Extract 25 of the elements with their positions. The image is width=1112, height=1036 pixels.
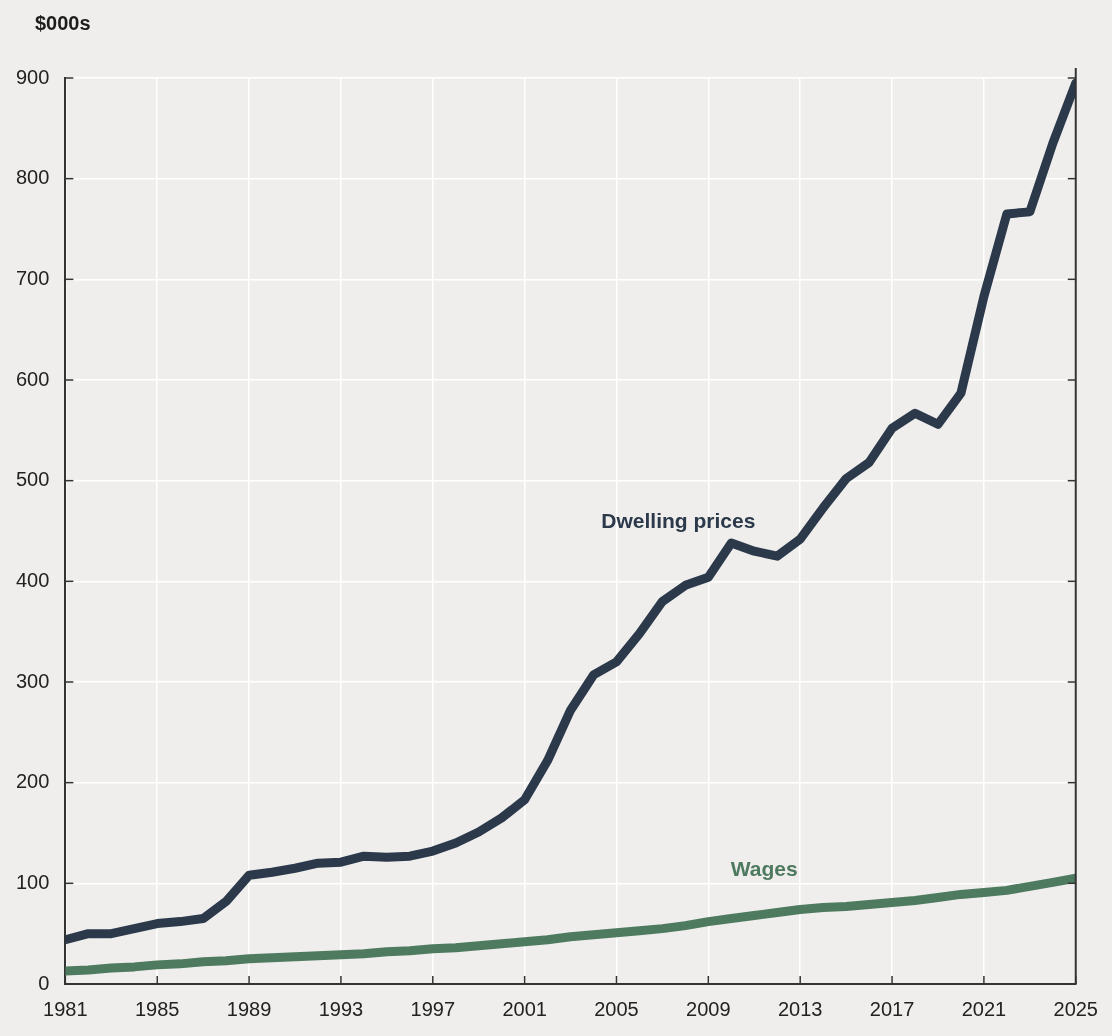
- x-tick-label: 1997: [410, 997, 456, 1020]
- series-label: Dwelling prices: [601, 509, 756, 533]
- x-tick-label: 2001: [502, 997, 547, 1020]
- x-tick-label: 1985: [134, 997, 180, 1020]
- x-tick-label: 1993: [318, 997, 364, 1020]
- y-tick-label: 900: [15, 65, 50, 88]
- x-tick-label: 1989: [226, 997, 272, 1020]
- x-tick-label: 2021: [961, 997, 1007, 1020]
- y-tick-label: 500: [15, 468, 50, 491]
- y-tick-label: 400: [15, 568, 50, 591]
- y-tick-label: 600: [15, 367, 50, 390]
- y-tick-label: 300: [15, 669, 50, 692]
- y-tick-label: 100: [15, 870, 50, 893]
- y-tick-label: 800: [15, 166, 50, 189]
- x-tick-label: 2013: [777, 997, 823, 1020]
- y-tick-label: 200: [15, 770, 50, 793]
- x-tick-label: 2005: [594, 997, 639, 1020]
- y-tick-label: 700: [15, 266, 50, 289]
- y-axis-title: $000s: [35, 12, 91, 35]
- x-tick-label: 1981: [43, 997, 88, 1020]
- x-tick-label: 2017: [869, 997, 915, 1020]
- series-label: Wages: [730, 857, 798, 881]
- x-tick-label: 2025: [1053, 997, 1098, 1020]
- x-tick-label: 2009: [686, 997, 731, 1020]
- y-tick-label: 0: [38, 971, 50, 994]
